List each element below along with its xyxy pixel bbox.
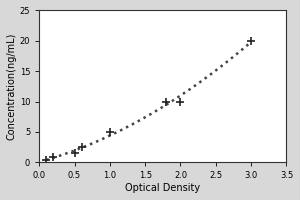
Y-axis label: Concentration(ng/mL): Concentration(ng/mL) (7, 33, 17, 140)
X-axis label: Optical Density: Optical Density (125, 183, 200, 193)
